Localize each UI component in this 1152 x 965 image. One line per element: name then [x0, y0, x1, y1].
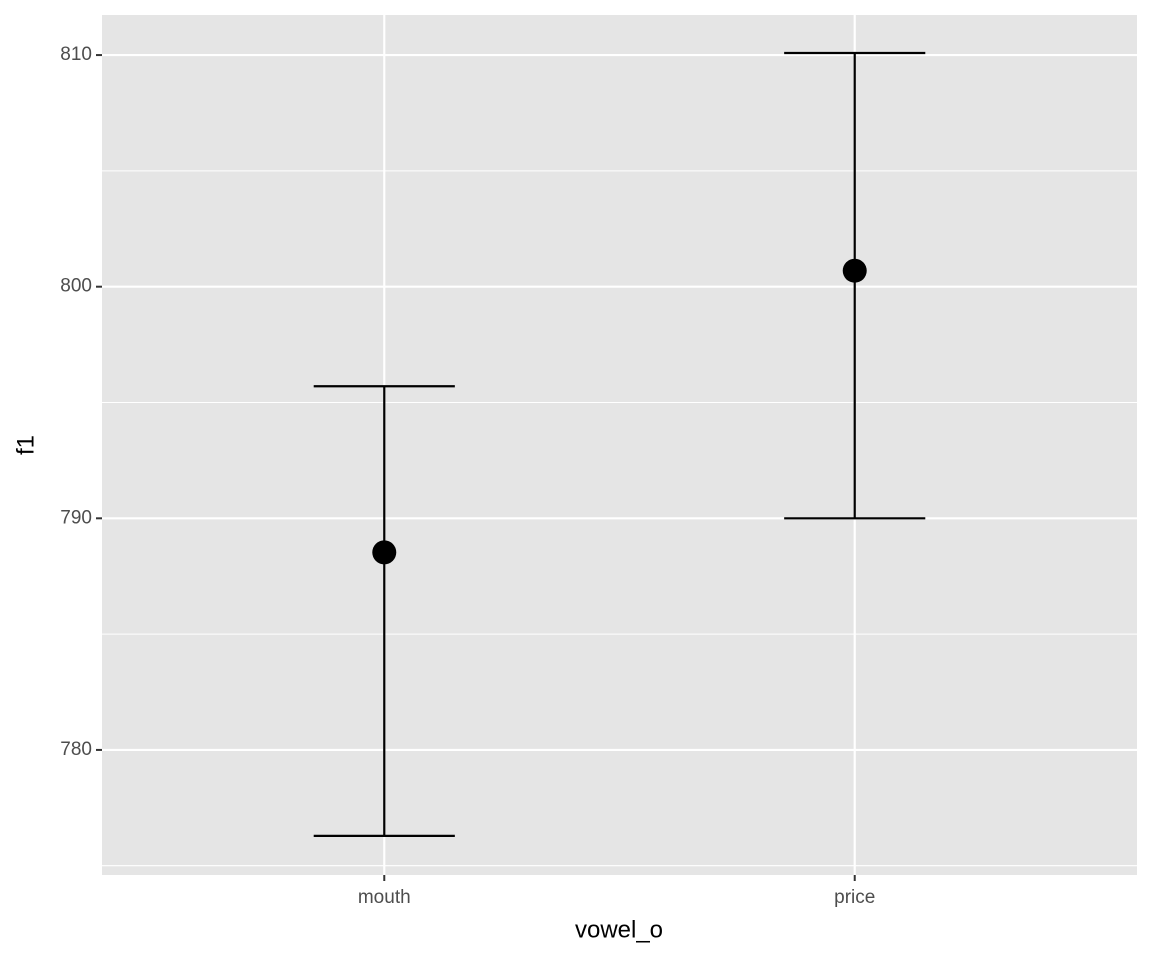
panel [102, 15, 1137, 875]
x-tick-label: price [834, 887, 875, 908]
y-tick-label: 810 [60, 44, 92, 65]
y-axis-title: f1 [12, 435, 39, 455]
point [372, 540, 397, 565]
y-tick-label: 790 [60, 507, 92, 528]
y-tick-label: 780 [60, 739, 92, 760]
y-tick-label: 800 [60, 276, 92, 297]
point [842, 258, 867, 283]
x-tick-label: mouth [358, 887, 411, 908]
x-axis-title: vowel_o [575, 916, 663, 943]
